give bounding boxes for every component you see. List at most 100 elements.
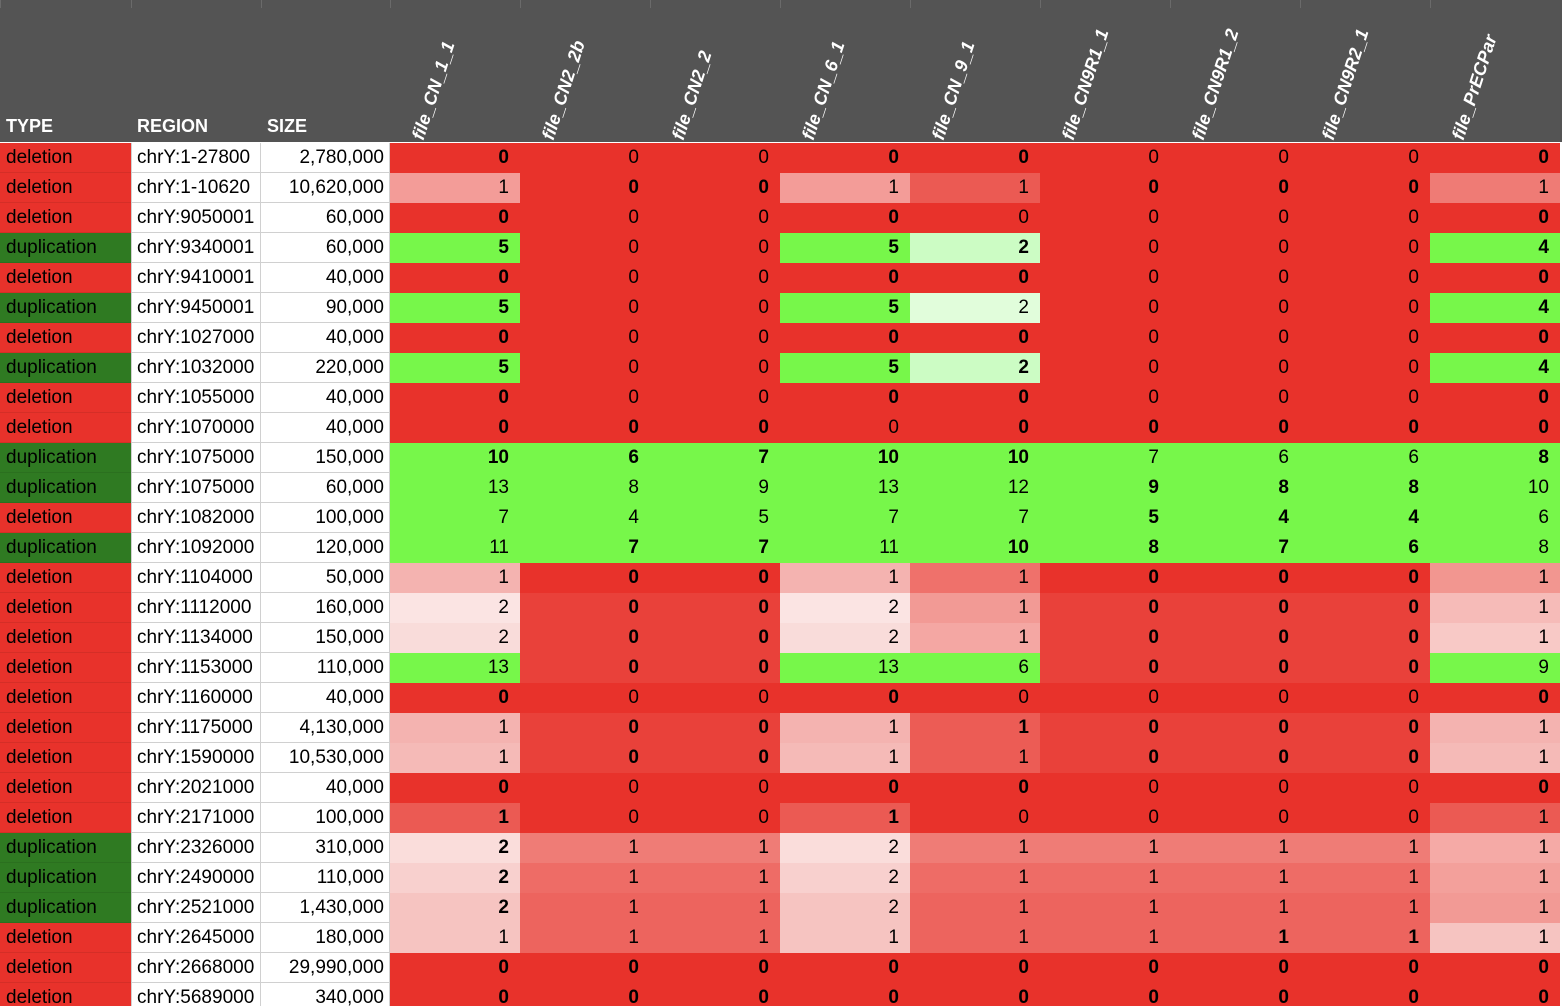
size-cell: 40,000 <box>261 323 390 353</box>
value-cell: 7 <box>1040 443 1170 473</box>
value-cell: 0 <box>1430 263 1560 293</box>
region-cell: chrY:1092000 <box>131 533 261 563</box>
value-cell: 8 <box>1430 443 1560 473</box>
region-cell: chrY:9450001 <box>131 293 261 323</box>
region-cell: chrY:9340001 <box>131 233 261 263</box>
value-cell: 0 <box>390 413 520 443</box>
value-cell: 6 <box>1170 443 1300 473</box>
type-cell: duplication <box>0 473 131 503</box>
value-cell: 0 <box>780 413 910 443</box>
value-cell: 0 <box>1300 683 1430 713</box>
value-cell: 13 <box>780 473 910 503</box>
value-cell: 0 <box>520 803 650 833</box>
value-cell: 0 <box>1300 203 1430 233</box>
value-cell: 0 <box>1170 713 1300 743</box>
value-cell: 0 <box>520 143 650 173</box>
value-cell: 0 <box>520 563 650 593</box>
header-divider <box>520 0 521 8</box>
region-cell: chrY:2171000 <box>131 803 261 833</box>
region-cell: chrY:2490000 <box>131 863 261 893</box>
type-cell: deletion <box>0 263 131 293</box>
value-cell: 0 <box>910 983 1040 1006</box>
value-cell: 8 <box>1040 533 1170 563</box>
value-cell: 4 <box>1430 233 1560 263</box>
type-cell: deletion <box>0 653 131 683</box>
value-cell: 0 <box>780 263 910 293</box>
region-cell: chrY:1590000 <box>131 743 261 773</box>
value-cell: 0 <box>520 983 650 1006</box>
value-cell: 1 <box>1040 863 1170 893</box>
value-cell: 1 <box>520 893 650 923</box>
region-cell: chrY:1-10620 <box>131 173 261 203</box>
value-cell: 0 <box>1040 683 1170 713</box>
value-cell: 0 <box>1170 413 1300 443</box>
value-cell: 0 <box>650 413 780 443</box>
value-cell: 7 <box>780 503 910 533</box>
region-cell: chrY:1175000 <box>131 713 261 743</box>
type-cell: deletion <box>0 953 131 983</box>
type-cell: deletion <box>0 323 131 353</box>
value-cell: 0 <box>650 623 780 653</box>
value-cell: 0 <box>520 743 650 773</box>
value-cell: 7 <box>1170 533 1300 563</box>
value-cell: 13 <box>390 473 520 503</box>
value-cell: 0 <box>1300 383 1430 413</box>
value-cell: 2 <box>780 893 910 923</box>
value-cell: 0 <box>520 623 650 653</box>
size-cell: 40,000 <box>261 773 390 803</box>
value-cell: 0 <box>780 983 910 1006</box>
header-divider <box>1300 0 1301 8</box>
size-cell: 100,000 <box>261 503 390 533</box>
header-divider <box>0 0 1 8</box>
type-cell: deletion <box>0 623 131 653</box>
value-cell: 1 <box>650 893 780 923</box>
value-cell: 1 <box>910 743 1040 773</box>
value-cell: 0 <box>520 173 650 203</box>
value-cell: 0 <box>1040 563 1170 593</box>
value-cell: 0 <box>780 683 910 713</box>
value-cell: 1 <box>910 173 1040 203</box>
type-cell: duplication <box>0 293 131 323</box>
value-cell: 0 <box>520 953 650 983</box>
value-cell: 0 <box>650 653 780 683</box>
region-cell: chrY:1032000 <box>131 353 261 383</box>
value-cell: 2 <box>910 353 1040 383</box>
value-cell: 1 <box>780 173 910 203</box>
value-cell: 0 <box>1300 773 1430 803</box>
value-cell: 12 <box>910 473 1040 503</box>
value-cell: 0 <box>390 323 520 353</box>
size-cell: 60,000 <box>261 233 390 263</box>
value-cell: 0 <box>1170 953 1300 983</box>
region-cell: chrY:1027000 <box>131 323 261 353</box>
value-cell: 1 <box>1430 563 1560 593</box>
value-cell: 1 <box>1040 833 1170 863</box>
value-cell: 8 <box>520 473 650 503</box>
value-cell: 0 <box>1300 743 1430 773</box>
value-cell: 0 <box>650 323 780 353</box>
value-cell: 0 <box>650 953 780 983</box>
value-cell: 0 <box>520 383 650 413</box>
type-cell: deletion <box>0 503 131 533</box>
value-cell: 1 <box>780 743 910 773</box>
value-cell: 4 <box>1300 503 1430 533</box>
value-cell: 1 <box>910 863 1040 893</box>
value-cell: 1 <box>910 563 1040 593</box>
value-cell: 2 <box>390 863 520 893</box>
type-cell: deletion <box>0 413 131 443</box>
value-cell: 0 <box>650 143 780 173</box>
value-cell: 0 <box>390 683 520 713</box>
value-cell: 2 <box>390 623 520 653</box>
value-cell: 9 <box>1040 473 1170 503</box>
value-cell: 6 <box>1300 533 1430 563</box>
region-cell: chrY:1075000 <box>131 443 261 473</box>
value-cell: 0 <box>390 203 520 233</box>
value-cell: 9 <box>1430 653 1560 683</box>
value-cell: 4 <box>1430 293 1560 323</box>
value-cell: 0 <box>1040 233 1170 263</box>
value-cell: 1 <box>1430 833 1560 863</box>
value-cell: 0 <box>1040 803 1170 833</box>
value-cell: 0 <box>520 293 650 323</box>
value-cell: 1 <box>1430 743 1560 773</box>
value-cell: 6 <box>1430 503 1560 533</box>
value-cell: 0 <box>1170 653 1300 683</box>
